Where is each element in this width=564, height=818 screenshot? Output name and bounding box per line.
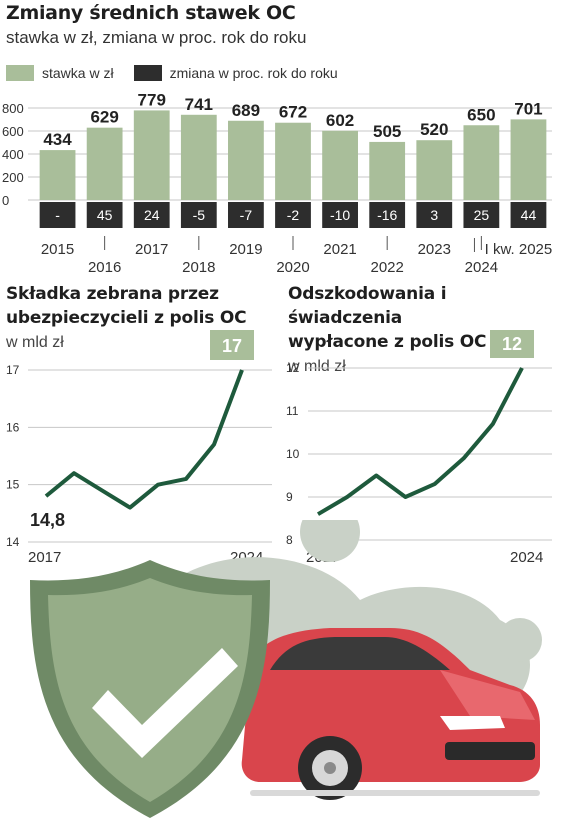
y-tick-label: 16 xyxy=(6,420,20,434)
bar-rate xyxy=(39,150,76,200)
bar-rate xyxy=(133,110,170,200)
bar-value-label: 672 xyxy=(279,103,307,122)
x-tick-label: 2024 xyxy=(510,549,543,566)
change-box xyxy=(86,202,123,228)
bar-value-label: 689 xyxy=(232,101,260,120)
change-value-label: 24 xyxy=(144,207,160,223)
y-tick-label: 12 xyxy=(286,361,300,375)
change-box xyxy=(180,202,217,228)
bar-value-label: 701 xyxy=(514,99,542,118)
bar-value-label: 434 xyxy=(43,130,72,149)
legend-swatch-change xyxy=(133,65,162,81)
claims-chart-header: Odszkodowania i świadczenia wypłacone z … xyxy=(288,282,564,376)
x-tick-label: 2017 xyxy=(28,549,61,566)
car-icon xyxy=(241,628,540,800)
change-value-label: -5 xyxy=(193,207,206,223)
x-tick-label: 2022 xyxy=(370,259,403,272)
bar-chart: 800 600 400 200 0 434 - 2015 629 45 2016 779 24 2017 7… xyxy=(2,92,553,272)
x-tick-label: 2019 xyxy=(229,241,262,258)
change-value-label: 3 xyxy=(430,207,438,223)
bar-rate xyxy=(463,125,500,200)
change-box xyxy=(275,202,311,228)
change-box xyxy=(39,202,76,228)
x-tick-label: 2023 xyxy=(418,241,451,258)
premium-chart-header: Składka zebrana przez ubezpieczycieli z … xyxy=(6,282,247,352)
x-tick-label: 2020 xyxy=(276,259,309,272)
change-box xyxy=(228,202,264,228)
claims-chart-title-line-2: wypłacone z polis OC xyxy=(288,332,487,352)
x-tick-label: 2016 xyxy=(88,259,121,272)
end-value-box xyxy=(490,330,534,358)
end-value-label: 17 xyxy=(222,336,242,356)
y-tick-label: 17 xyxy=(6,363,20,377)
y-tick-label: 800 xyxy=(2,101,24,116)
y-tick-label: 14 xyxy=(6,535,20,549)
legend-swatch-rate xyxy=(6,65,34,81)
bar-value-label: 779 xyxy=(138,92,166,109)
change-box xyxy=(133,202,170,228)
bar-rate xyxy=(416,140,453,200)
y-tick-label: 600 xyxy=(2,124,24,139)
legend-item-change: zmiana w proc. rok do roku xyxy=(133,65,338,81)
bar-rate xyxy=(369,141,406,200)
bar-rate xyxy=(275,122,311,200)
change-value-label: 45 xyxy=(97,207,113,223)
change-value-label: -10 xyxy=(330,207,350,223)
bar-rate xyxy=(86,127,123,200)
shield-check-icon xyxy=(30,560,270,818)
start-value-label: 14,8 xyxy=(30,510,65,530)
bar-value-label: 520 xyxy=(420,120,448,139)
premium-chart-title-line-1: Składka zebrana przez xyxy=(6,284,219,304)
change-value-label: -16 xyxy=(377,207,397,223)
bar-chart-title: Zmiany średnich stawek OC xyxy=(6,2,296,24)
data-line xyxy=(316,367,524,516)
x-tick-label: I kw. 2025 xyxy=(485,241,553,258)
bar-value-label: 602 xyxy=(326,111,354,130)
claims-chart-subtitle: w mld zł xyxy=(288,358,346,375)
change-box xyxy=(369,202,406,228)
y-tick-label: 15 xyxy=(6,478,20,492)
change-box xyxy=(463,202,500,228)
bar-rate xyxy=(228,120,264,200)
insurance-illustration xyxy=(30,520,542,818)
legend-label-rate: stawka w zł xyxy=(42,65,114,81)
x-tick-label: 2021 xyxy=(323,241,356,258)
bar-chart-subtitle: stawka w zł, zmiana w proc. rok do roku xyxy=(6,28,307,47)
change-value-label: 44 xyxy=(521,207,537,223)
legend-item-rate: stawka w zł xyxy=(6,65,114,81)
y-tick-label: 10 xyxy=(286,447,300,461)
x-tick-label: 2017 xyxy=(135,241,168,258)
change-value-label: - xyxy=(55,207,60,223)
bar-value-label: 629 xyxy=(90,108,118,127)
bar-rate xyxy=(180,114,217,200)
change-box xyxy=(416,202,453,228)
change-box xyxy=(322,202,358,228)
claims-chart-title-line-1: Odszkodowania i świadczenia xyxy=(288,284,447,328)
x-tick-label: 2015 xyxy=(41,241,74,258)
change-value-label: 25 xyxy=(474,207,490,223)
bar-value-label: 741 xyxy=(185,95,213,114)
bar-chart-legend: stawka w zł zmiana w proc. rok do roku xyxy=(6,62,358,84)
x-tick-label: 2024 xyxy=(465,259,498,272)
premium-chart-subtitle: w mld zł xyxy=(6,334,64,351)
end-value-box xyxy=(210,330,254,360)
y-tick-label: 8 xyxy=(286,533,293,547)
y-tick-label: 400 xyxy=(2,147,24,162)
change-value-label: -2 xyxy=(287,207,300,223)
bar-value-label: 650 xyxy=(467,105,495,124)
end-value-label: 12 xyxy=(502,334,522,354)
y-tick-label: 0 xyxy=(2,193,9,208)
data-line xyxy=(44,369,244,510)
change-box xyxy=(510,202,547,228)
y-tick-label: 200 xyxy=(2,170,24,185)
premium-chart-title-line-2: ubezpieczycieli z polis OC xyxy=(6,308,247,328)
x-tick-label: 2018 xyxy=(182,259,215,272)
bar-rate xyxy=(510,119,547,200)
y-tick-label: 9 xyxy=(286,490,293,504)
change-value-label: -7 xyxy=(240,207,253,223)
bar-rate xyxy=(322,130,358,200)
y-tick-label: 11 xyxy=(286,404,299,418)
bar-value-label: 505 xyxy=(373,122,401,141)
legend-label-change: zmiana w proc. rok do roku xyxy=(169,65,338,81)
